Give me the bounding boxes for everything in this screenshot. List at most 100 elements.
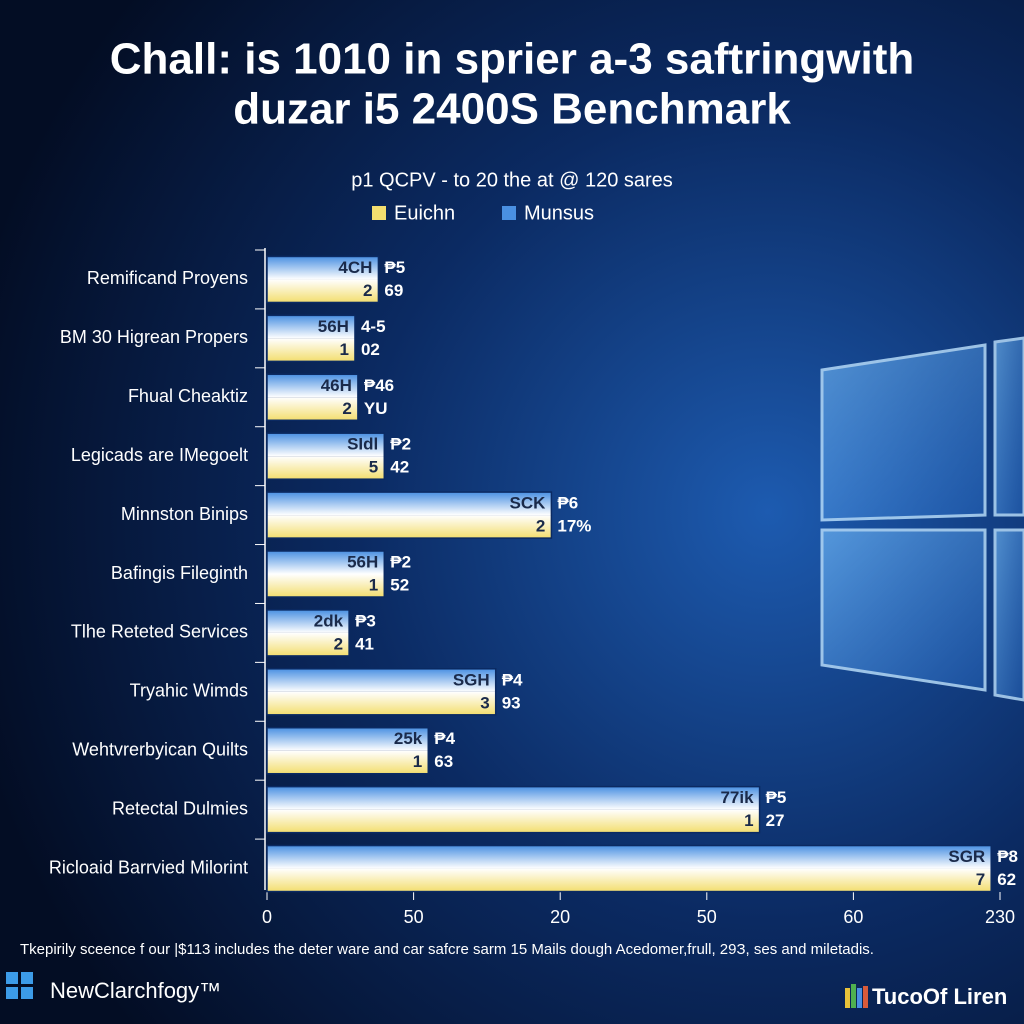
bar [267,809,760,833]
y-tick-label: Tlhe Reteted Services [71,622,248,642]
bar [267,632,350,656]
y-tick-label: Tryahic Wimds [130,681,248,701]
bar [267,551,385,574]
chart-subtitle: p1 QCPV - to 20 the at @ 120 sares [351,169,673,191]
y-tick-label: Remificand Proyens [87,268,248,288]
bar-label-outer: ₱2 [390,552,411,571]
bar-label-inner: 2dk [314,611,344,630]
bar-outline [266,785,761,834]
bar-label-inner: 1 [744,811,753,830]
bar-label-outer: ₱3 [355,611,376,630]
bar-label-outer: ₱46 [364,376,394,395]
y-tick-label: Wehtvrerbyican Quilts [72,739,248,759]
y-tick-label: Retectal Dulmies [112,798,248,818]
bar-outline [266,550,386,598]
x-tick-label: 50 [404,907,424,927]
bar-outline [266,314,356,363]
bar [267,374,358,398]
bar-label-outer: 93 [502,693,521,712]
bar-label-outer: 62 [997,870,1016,889]
bar-outline [266,491,553,539]
bar-label-outer: 42 [390,458,409,477]
bar-label-outer: ₱6 [557,494,578,513]
y-tick-label: BM 30 Higrean Propers [60,327,248,347]
legend-swatch [502,206,516,220]
bar-label-inner: 1 [413,752,422,771]
chart-title: Chall: is 1010 in sprier a-3 saftringwit… [110,35,914,84]
bar [267,456,385,480]
windows-logo [820,336,1024,702]
x-tick-label: 20 [550,907,570,927]
bar [267,574,385,597]
bar [267,315,355,339]
bar-label-outer: ₱4 [434,729,455,748]
bar [267,868,992,892]
bar-outline [266,432,386,480]
bar [267,727,429,751]
bar [267,397,358,421]
bar [267,750,429,774]
bar-label-inner: SGR [948,847,985,866]
bar-label-inner: 25k [394,729,423,748]
bar-outline [266,668,497,716]
bar-outline [266,844,992,893]
bar-label-outer: ₱4 [502,670,523,689]
logo-left: NewClarchfogy™ [50,978,221,1003]
bar-label-inner: 56H [347,552,378,571]
chart-title: duzar i5 2400S Benchmark [233,85,791,134]
bar [267,691,496,715]
bar-label-outer: ₱5 [766,788,787,807]
bar [267,256,379,280]
bar-label-outer: 69 [384,281,403,300]
bar [267,668,496,692]
x-tick-label: 50 [697,907,717,927]
logo-right: TucoOf Liren [872,984,1007,1009]
legend-swatch [372,206,386,220]
bar-label-inner: 1 [339,340,348,359]
bar-label-outer: 41 [355,634,374,653]
bar-label-inner: 2 [334,634,343,653]
legend-label: Euichn [394,202,455,224]
bar-label-inner: 1 [369,575,378,594]
bar-label-inner: 2 [363,281,372,300]
x-tick-label: 60 [843,907,863,927]
bar [267,279,379,303]
bar-label-outer: 27 [766,811,785,830]
y-tick-label: Ricloaid Barrvied Milorint [49,857,248,877]
bar-label-outer: 63 [434,752,453,771]
bar-label-outer: 17% [557,517,591,536]
bar-outline [266,373,359,422]
bar-outline [266,726,430,775]
bar [267,609,350,633]
bar-label-inner: 7 [976,870,985,889]
bar-label-outer: 4-5 [361,317,386,336]
logo-right-icon [845,984,868,1008]
bar-label-inner: 46H [321,376,352,395]
footnote: Tkepirily sceence f our |$113 includes t… [20,941,874,958]
bar-outline [266,255,380,304]
bar [267,515,552,539]
y-tick-label: Minnston Binips [121,504,248,524]
bar-label-inner: 3 [480,693,489,712]
bar [267,786,760,810]
bar-label-outer: 52 [390,575,409,594]
bar [267,845,992,869]
bar-outline [266,609,350,657]
bar [267,338,355,362]
bar-label-inner: SIdl [347,435,378,454]
bar-label-outer: ₱8 [997,847,1018,866]
bar-label-inner: 77ik [720,788,754,807]
bar-label-outer: ₱5 [384,258,405,277]
bar-label-inner: 56H [318,317,349,336]
y-tick-label: Fhual Cheaktiz [128,386,248,406]
bar [267,492,552,516]
bar-label-inner: 4CH [338,258,372,277]
y-tick-label: Bafingis Fileginth [111,563,248,583]
bar-label-outer: 02 [361,340,380,359]
logo-left-icon [6,972,33,999]
bar-label-outer: ₱2 [390,435,411,454]
bar-label-inner: 5 [369,458,378,477]
legend-label: Munsus [524,202,594,224]
